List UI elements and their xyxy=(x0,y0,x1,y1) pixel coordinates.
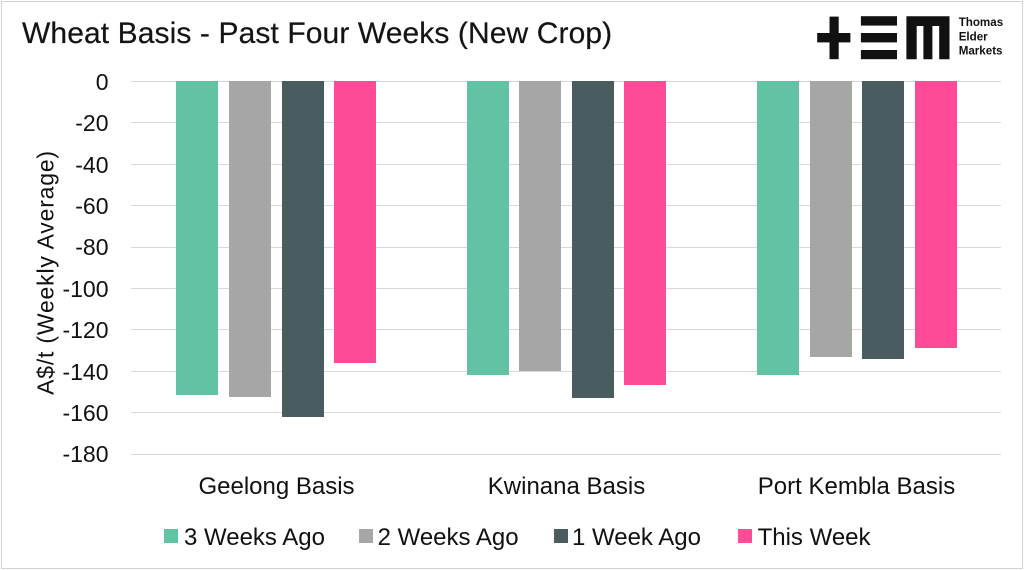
svg-text:Elder: Elder xyxy=(959,30,988,43)
svg-text:Thomas: Thomas xyxy=(959,16,1003,29)
svg-text:Markets: Markets xyxy=(959,45,1003,58)
